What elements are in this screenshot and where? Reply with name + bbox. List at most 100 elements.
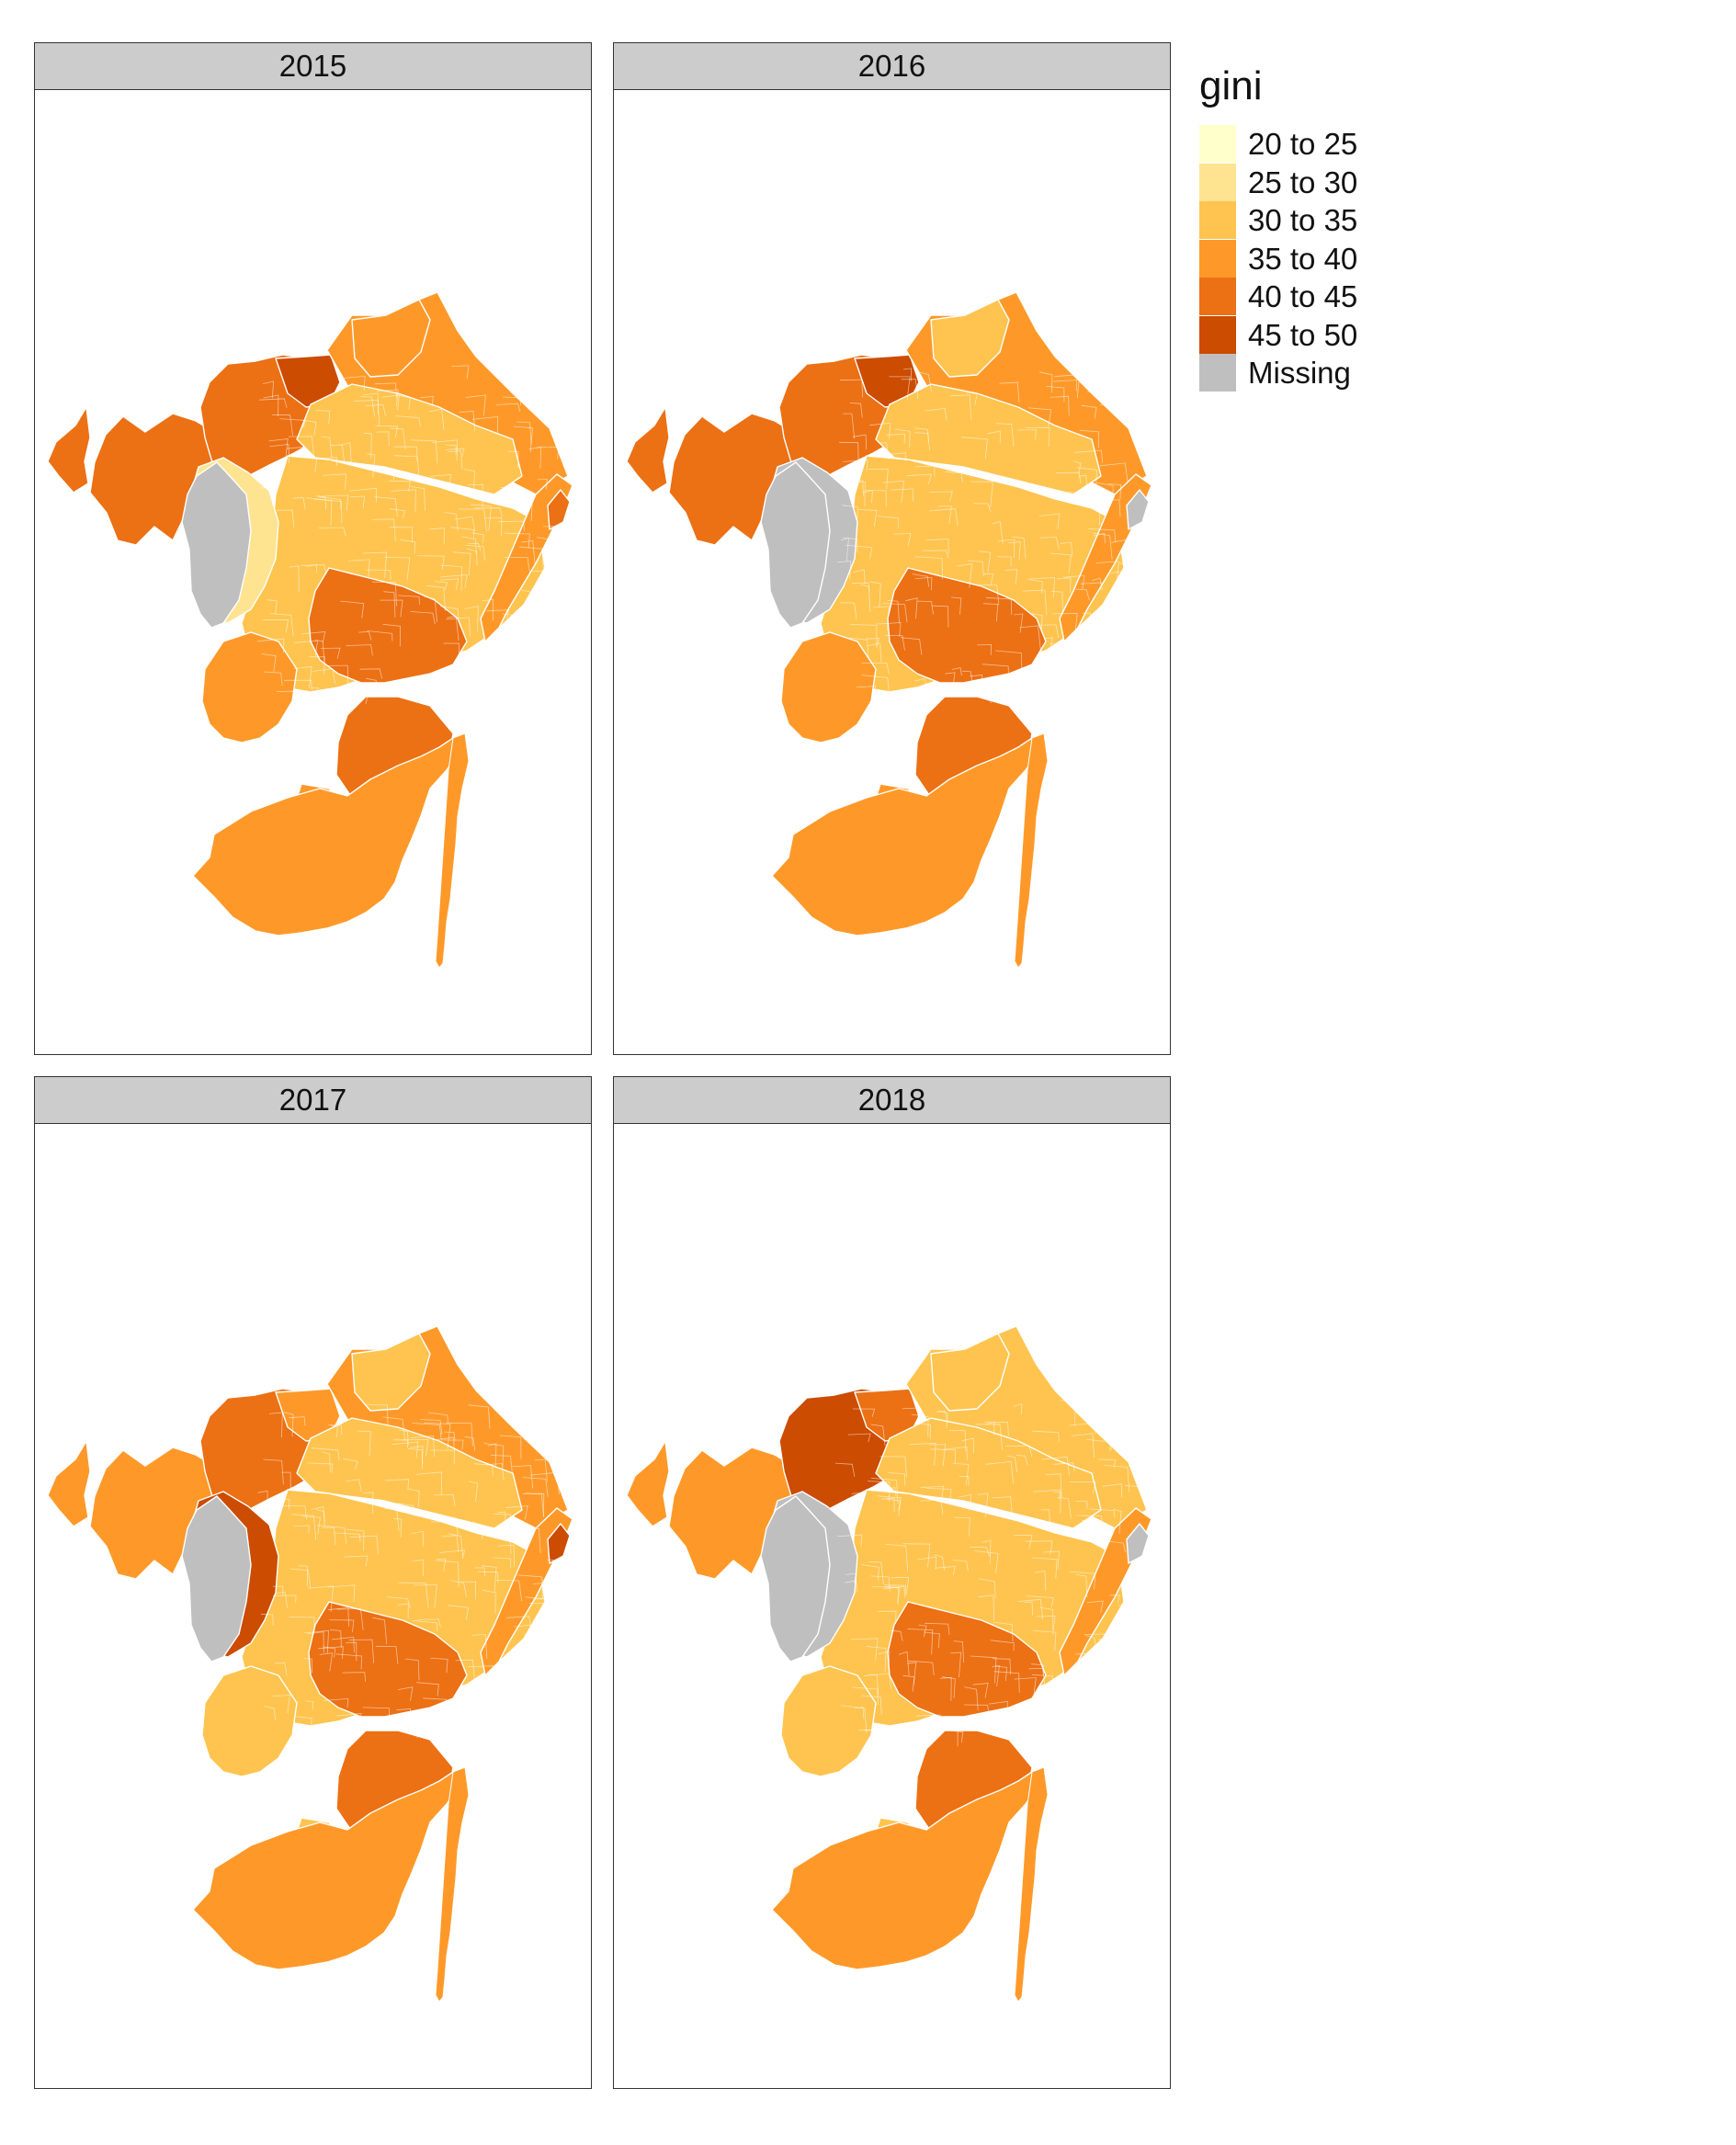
region-north-ridge [351,299,431,378]
tract-border [309,656,325,675]
tract-border [1006,1455,1018,1473]
tract-border [1098,1639,1110,1663]
tract-border [412,1530,425,1547]
tract-border [1103,1483,1122,1498]
tract-border [1087,675,1103,687]
tract-border [532,1598,560,1614]
tract-border [890,1629,903,1641]
tract-border [339,442,352,465]
tract-border [902,1407,920,1423]
tract-border [397,1686,414,1701]
tract-border [513,1526,541,1554]
tract-border [363,1492,374,1514]
legend-title: gini [1199,63,1263,108]
tract-border [845,544,873,560]
tract-border [1071,1433,1095,1458]
tract-border [1052,380,1077,392]
tract-border [1124,1485,1152,1504]
tract-border [398,1603,409,1619]
tract-border [390,427,406,450]
tract-border [306,497,333,526]
tract-border [990,1640,1015,1651]
tract-border [902,1543,931,1568]
region-northwest-island [626,1440,670,1527]
tract-border [412,1619,438,1631]
tract-border [306,1631,324,1653]
tract-border [915,465,936,477]
tract-border [1019,625,1041,652]
tract-border [1008,541,1021,561]
tract-border [471,415,499,435]
tract-border [1080,429,1100,448]
map-canvas [626,291,1154,969]
tract-border [1113,671,1142,689]
tract-border [1031,613,1043,632]
tract-border [477,1571,499,1583]
tract-border [961,1437,974,1454]
tract-border [510,1465,534,1489]
tract-border [1038,513,1061,529]
tract-border [930,1448,957,1463]
tract-border [992,1496,1013,1513]
tract-border [861,1695,882,1715]
tract-border [320,647,341,659]
tract-border [1082,612,1092,630]
facet-strip: 2015 [34,42,592,90]
tract-border [537,478,548,490]
tract-border [866,490,887,507]
facet-panel-2015: 2015 [34,42,592,1055]
tract-border [331,1424,343,1436]
tract-border [1109,1595,1120,1604]
tract-border [511,1413,525,1440]
tract-border [1013,1402,1023,1415]
tract-border [471,532,484,544]
tract-border [861,675,891,698]
tract-border [1060,1400,1077,1426]
tract-border [440,1535,460,1552]
tract-border [416,1682,439,1697]
tract-border [273,1595,297,1604]
tract-border [416,1471,443,1495]
tract-border [967,682,992,704]
tract-border [1121,1595,1149,1609]
tract-border [440,564,463,591]
tract-border [417,1618,441,1628]
tract-border [446,1422,473,1447]
tract-border [925,407,947,421]
tract-border [363,432,372,460]
tract-border [853,569,866,584]
tract-border [882,603,908,623]
legend-item: 30 to 35 [1199,201,1357,240]
tract-border [495,403,521,412]
tract-border [397,1503,414,1516]
tract-border [442,1439,464,1450]
tract-border [375,1645,399,1664]
tract-border [1127,1598,1140,1611]
tract-border [473,1463,494,1476]
tract-border [468,1481,479,1503]
tract-border [372,518,396,542]
tract-border [883,1585,905,1597]
legend-label: 25 to 30 [1248,165,1358,199]
tract-border [941,1676,956,1698]
tract-border [348,487,377,503]
tract-border [1050,552,1072,574]
tract-border [1093,532,1113,560]
tract-border [936,1411,947,1420]
tract-border [367,630,393,641]
tract-borders [834,1400,1156,1756]
tract-border [517,1574,543,1599]
legend-item: Missing [1199,354,1357,392]
tract-border [389,508,406,519]
tract-border [1081,404,1097,419]
tract-border [1082,1520,1098,1532]
tract-border [907,1660,935,1676]
tract-border [407,1712,420,1738]
tract-border [858,1730,875,1747]
tract-border [888,1472,906,1486]
tract-border [471,1633,488,1660]
tract-border [508,450,519,469]
tract-border [414,1584,437,1609]
tract-border [998,539,1016,559]
tract-border [1017,1598,1044,1619]
